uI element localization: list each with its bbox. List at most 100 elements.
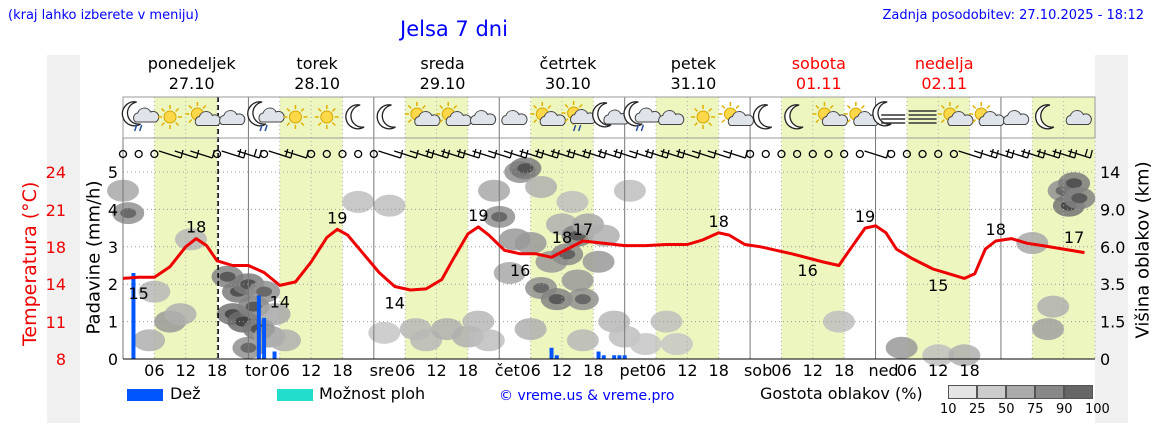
cloud-cell [269, 329, 301, 352]
weather-icon-row [121, 101, 1092, 132]
x-hour-tick-label: 06 [646, 361, 666, 380]
sun-cloud-icon [404, 102, 441, 126]
wind-calm-mark [306, 149, 316, 159]
rain-bar [596, 351, 601, 359]
moon-rain-icon [121, 101, 160, 132]
cloud-cell [885, 336, 918, 359]
day-date: 30.10 [545, 74, 591, 93]
x-day-tick-label: čet [495, 361, 520, 380]
cloud-cell [174, 228, 207, 251]
rain-legend-swatch [127, 389, 163, 401]
rain-bar [622, 355, 627, 359]
cloud-cell [133, 329, 166, 352]
fog-icon [908, 110, 937, 124]
x-hour-tick-label: 12 [677, 361, 697, 380]
cloud-cell [561, 269, 594, 292]
cloud-cell [566, 329, 599, 352]
cloud-cell [922, 344, 955, 367]
wind-row [118, 148, 1093, 159]
sun-icon [283, 105, 308, 129]
precip-tick-label: 1 [108, 313, 118, 332]
cloud-cell [822, 310, 855, 333]
moon-fog-icon [872, 101, 906, 127]
cloud-core [1066, 178, 1083, 189]
day-date: 02.11 [921, 74, 967, 93]
grid [122, 96, 1096, 359]
x-hour-tick-label: 12 [176, 361, 196, 380]
cloud-icon [658, 110, 685, 125]
temp-tick-label: 11 [46, 313, 66, 332]
wind-barb [1068, 148, 1093, 159]
moon-icon [752, 104, 773, 130]
sun-cloud-icon [718, 102, 754, 126]
temperature-series [122, 224, 1085, 292]
cloud-cell [472, 329, 505, 352]
rain-bar [554, 355, 559, 359]
rain-bar [549, 347, 554, 359]
day-date: 27.10 [169, 74, 215, 93]
x-hour-tick-label: 12 [928, 361, 948, 380]
wind-calm-mark [338, 149, 347, 159]
cloud-cell [478, 179, 511, 202]
x-hour-tick-label: 18 [834, 361, 854, 380]
wind-calm-mark [934, 149, 943, 159]
x-day-tick-label: pet [620, 361, 646, 380]
cloud-cell [258, 303, 291, 326]
wind-calm-mark [918, 149, 927, 159]
cloud-icon [469, 110, 497, 125]
sun-icon [158, 105, 183, 129]
x-hour-tick-label: 12 [301, 361, 321, 380]
x-hour-tick-label: 18 [583, 361, 603, 380]
moon-icon [784, 104, 804, 130]
temp-tick-label: 21 [46, 201, 66, 220]
cloud-density-step-label: 75 [1027, 402, 1044, 417]
cloud-height-tick-label: 0 [1100, 350, 1110, 369]
temperature-label: 18 [709, 212, 729, 231]
cloud-cell [373, 194, 406, 217]
cloud-cell [556, 190, 589, 213]
rain-bar [601, 355, 606, 359]
x-day-tick-label: sre [370, 361, 394, 380]
x-hour-tick-label: 06 [771, 361, 791, 380]
cloud-height-tick-label: 1.5 [1100, 313, 1125, 332]
credit-link[interactable]: © vreme.us & vreme.pro [499, 388, 675, 404]
wind-calm-mark [745, 149, 755, 159]
last-updated: Zadnja posodobitev: 27.10.2025 - 18:12 [882, 8, 1144, 23]
shower-legend-label: Možnost ploh [319, 384, 426, 403]
temperature-label: 19 [327, 208, 347, 227]
x-hour-tick-label: 12 [803, 361, 823, 380]
wind-barb [378, 149, 404, 159]
cloud-cell [138, 280, 171, 303]
x-hour-tick-label: 06 [270, 361, 290, 380]
cloud-core [548, 294, 565, 305]
cloud-cell [164, 303, 197, 326]
rain-bar [617, 355, 622, 359]
cloud-core [120, 208, 137, 219]
cloud-cell [613, 179, 646, 202]
cloud-cell [629, 333, 662, 356]
temperature-label: 18 [552, 228, 572, 247]
day-date: 28.10 [294, 74, 340, 93]
temp-tick-label: 18 [46, 238, 66, 257]
x-hour-tick-label: 06 [395, 361, 415, 380]
cloud-density-swatch [1006, 385, 1035, 399]
cloud-cell [650, 310, 683, 333]
rain-legend-label: Dež [170, 384, 201, 403]
x-hour-tick-label: 06 [144, 361, 164, 380]
day-date: 29.10 [420, 74, 466, 93]
cloud-cell [1037, 295, 1070, 318]
cloud-icon [1003, 110, 1030, 125]
temperature-line [122, 224, 1085, 292]
x-day-tick-label: sob [744, 361, 772, 380]
wind-barb [221, 148, 247, 159]
wind-calm-mark [118, 149, 128, 159]
cloud-density-legend-title: Gostota oblakov (%) [760, 384, 923, 403]
temperature-label: 18 [986, 220, 1006, 239]
moon-icon [345, 104, 365, 130]
sun-cloud-icon [530, 102, 566, 126]
cloud-core [1071, 193, 1088, 204]
cloud-icon [219, 110, 246, 125]
wind-calm-mark [840, 149, 849, 159]
cloud-icon [501, 110, 528, 125]
